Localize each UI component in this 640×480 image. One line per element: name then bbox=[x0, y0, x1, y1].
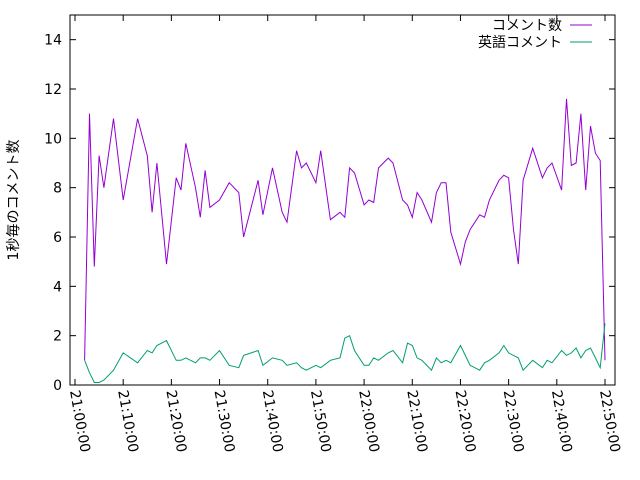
x-tick-label: 22:30:00 bbox=[500, 389, 527, 454]
x-tick-label: 22:10:00 bbox=[403, 389, 430, 454]
x-tick-label: 22:00:00 bbox=[355, 389, 382, 454]
y-tick-label: 0 bbox=[53, 378, 62, 394]
x-tick-label: 22:20:00 bbox=[452, 389, 479, 454]
x-tick-label: 22:50:00 bbox=[596, 389, 623, 454]
y-tick-label: 14 bbox=[44, 33, 62, 49]
y-axis-label: 1秒毎のコメント数 bbox=[6, 140, 22, 261]
x-tick-label: 21:50:00 bbox=[307, 389, 334, 454]
x-tick-label: 21:30:00 bbox=[211, 389, 238, 454]
series-line bbox=[84, 98, 606, 361]
series-line bbox=[84, 323, 606, 383]
y-tick-label: 4 bbox=[53, 279, 62, 295]
y-tick-label: 10 bbox=[44, 131, 62, 147]
y-tick-label: 8 bbox=[53, 181, 62, 197]
x-tick-label: 21:20:00 bbox=[162, 389, 189, 454]
x-tick-label: 22:40:00 bbox=[548, 389, 575, 454]
y-tick-label: 12 bbox=[44, 82, 62, 98]
legend-label: コメント数 bbox=[492, 18, 562, 34]
y-tick-label: 2 bbox=[53, 329, 62, 345]
x-tick-label: 21:10:00 bbox=[114, 389, 141, 454]
legend-label: 英語コメント bbox=[478, 34, 562, 51]
y-tick-label: 6 bbox=[53, 230, 62, 246]
plot-border bbox=[69, 14, 616, 386]
x-tick-label: 21:40:00 bbox=[259, 389, 286, 454]
x-tick-label: 21:00:00 bbox=[66, 389, 93, 454]
